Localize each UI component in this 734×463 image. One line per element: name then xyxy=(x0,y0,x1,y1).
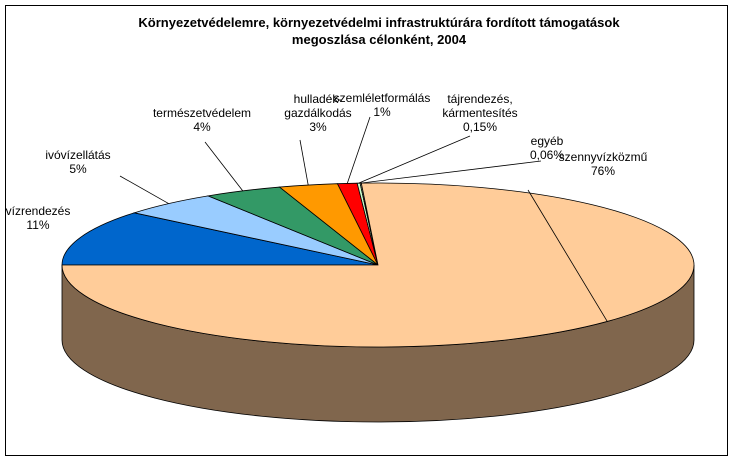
value-label: 11% xyxy=(26,218,50,232)
value-label: 76% xyxy=(590,164,616,178)
value-label: 5% xyxy=(69,162,87,176)
value-label: 1% xyxy=(373,105,391,119)
category-label: szennyvízközmű xyxy=(558,150,648,164)
value-label: 3% xyxy=(309,120,327,134)
leader-line xyxy=(346,116,371,184)
value-label: 0,15% xyxy=(462,120,498,134)
category-label: szemléletformálás xyxy=(333,91,431,105)
category-label: tájrendezés, kármentesítés xyxy=(442,92,518,120)
leader-line xyxy=(360,160,542,184)
leader-line xyxy=(119,175,169,204)
category-label: ivóvízellátás xyxy=(45,148,111,162)
value-label: 0,06% xyxy=(529,148,565,162)
leader-line xyxy=(204,141,244,192)
value-label: 4% xyxy=(193,120,211,134)
leader-line xyxy=(299,139,309,186)
slice xyxy=(61,212,379,266)
data-label: vízrendezés 11% xyxy=(0,204,103,232)
data-label: tájrendezés, kármentesítés 0,15% xyxy=(433,92,528,134)
data-label: szennyvízközmű 76% xyxy=(538,150,668,178)
chart-title: Környezetvédelemre, környezetvédelmi inf… xyxy=(138,15,620,47)
category-label: egyéb xyxy=(530,134,564,148)
category-label: természetvédelem xyxy=(152,106,252,120)
data-label: természetvédelem 4% xyxy=(137,106,267,134)
leader-line xyxy=(527,189,608,322)
category-label: vízrendezés xyxy=(5,204,71,218)
leader-line xyxy=(358,135,471,184)
data-label: egyéb 0,06% xyxy=(482,134,612,162)
data-label: szemléletformálás 1% xyxy=(317,91,447,119)
data-label: ivóvízellátás 5% xyxy=(13,148,143,176)
category-label: hulladék-gazdálkodás xyxy=(284,92,352,120)
data-label: hulladék-gazdálkodás 3% xyxy=(271,92,366,134)
